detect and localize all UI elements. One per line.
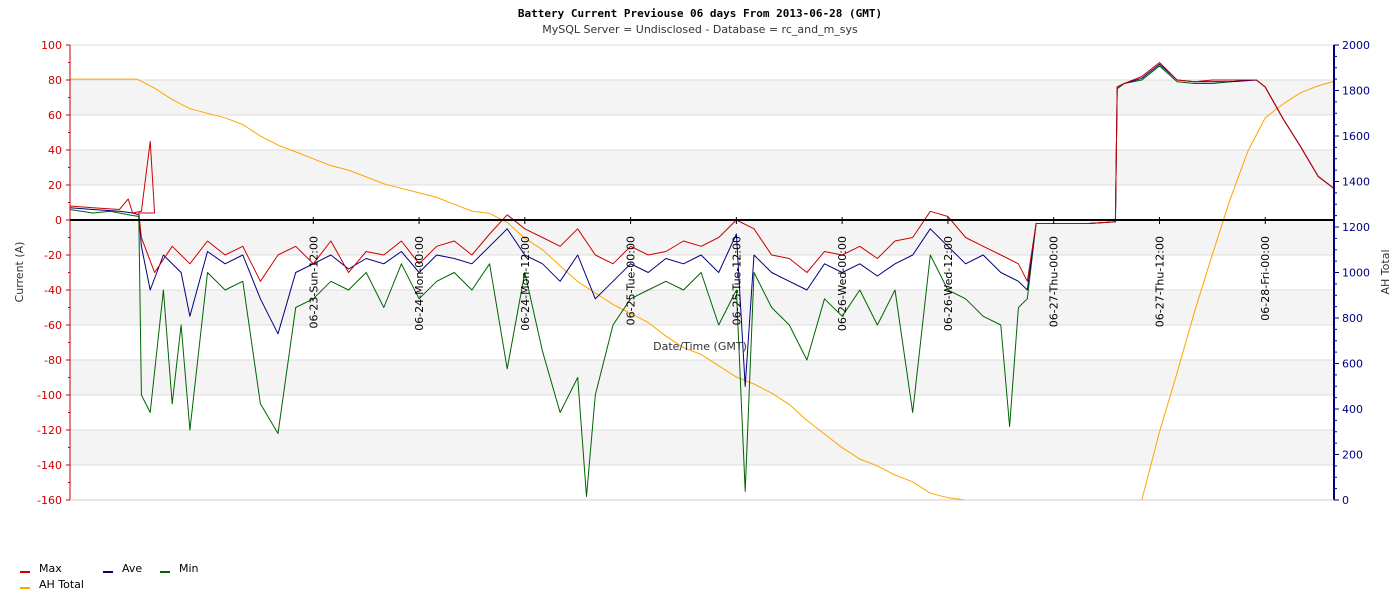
y2-tick-label: 400 [1342, 403, 1363, 416]
series-line-ave [69, 63, 1335, 387]
y-tick-label: -60 [44, 319, 62, 332]
series-line-max [69, 62, 1335, 282]
legend-label: AH Total [39, 578, 84, 591]
y2-tick-label: 200 [1342, 449, 1363, 462]
y-tick-label: -80 [44, 354, 62, 367]
legend-label: Min [179, 562, 199, 575]
y-tick-label: -20 [44, 249, 62, 262]
x-tick-label: 06-24-Mon-00:00 [413, 236, 426, 331]
y2-tick-label: 1400 [1342, 176, 1370, 189]
plot-band [70, 150, 1334, 185]
series-line-ah-total [70, 71, 1335, 501]
x-tick-label: 06-26-Wed-00:00 [836, 236, 849, 331]
x-tick-label: 06-26-Wed-12:00 [942, 236, 955, 331]
y-tick-label: -120 [37, 424, 62, 437]
y-tick-label: 100 [41, 39, 62, 52]
x-tick-label: 06-24-Mon-12:00 [519, 236, 532, 331]
chart-subtitle: MySQL Server = Undisclosed - Database = … [542, 23, 858, 36]
plot-band [70, 430, 1334, 465]
y-axis-label: Current (A) [13, 242, 26, 303]
y-tick-label: 20 [48, 179, 62, 192]
legend-label: Max [39, 562, 62, 575]
y-tick-label: 60 [48, 109, 62, 122]
y2-tick-label: 1000 [1342, 267, 1370, 280]
x-tick-label: 06-25-Tue-00:00 [625, 236, 638, 325]
legend-label: Ave [122, 562, 142, 575]
x-tick-label: 06-27-Thu-12:00 [1153, 236, 1166, 327]
x-tick-label: 06-27-Thu-00:00 [1048, 236, 1061, 327]
plot-axes [66, 44, 1339, 501]
plot-bands [70, 80, 1334, 465]
x-axis-label: Date/Time (GMT) [653, 340, 747, 353]
y-tick-label: 40 [48, 144, 62, 157]
y-tick-label: -140 [37, 459, 62, 472]
y2-tick-label: 800 [1342, 312, 1363, 325]
x-tick-label: 06-23-Sun-12:00 [307, 236, 320, 329]
y-tick-label: 0 [55, 214, 62, 227]
y-tick-label: -100 [37, 389, 62, 402]
plot-band [70, 360, 1334, 395]
y2-tick-label: 1200 [1342, 221, 1370, 234]
x-tick-label: 06-28-Fri-00:00 [1259, 236, 1272, 321]
y2-tick-label: 2000 [1342, 39, 1370, 52]
y2-tick-label: 1600 [1342, 130, 1370, 143]
y2-tick-label: 0 [1342, 494, 1349, 507]
chart-title: Battery Current Previouse 06 days From 2… [518, 7, 882, 20]
y2-tick-label: 1800 [1342, 85, 1370, 98]
plot-band [70, 220, 1334, 255]
x-tick-label: 06-25-Tue-12:00 [730, 236, 743, 325]
y2-axis-label: AH Total [1379, 250, 1392, 295]
y-tick-label: 80 [48, 74, 62, 87]
series-layer [69, 62, 1335, 501]
legend: Max Ave Min AH Total [20, 562, 199, 591]
plot-band [70, 80, 1334, 115]
series-line-min [69, 65, 1335, 497]
plot-band [70, 290, 1334, 325]
tick-labels: 100806040200-20-40-60-80-100-120-140-160… [37, 39, 1370, 507]
y2-tick-label: 600 [1342, 358, 1363, 371]
y-tick-label: -160 [37, 494, 62, 507]
y-tick-label: -40 [44, 284, 62, 297]
